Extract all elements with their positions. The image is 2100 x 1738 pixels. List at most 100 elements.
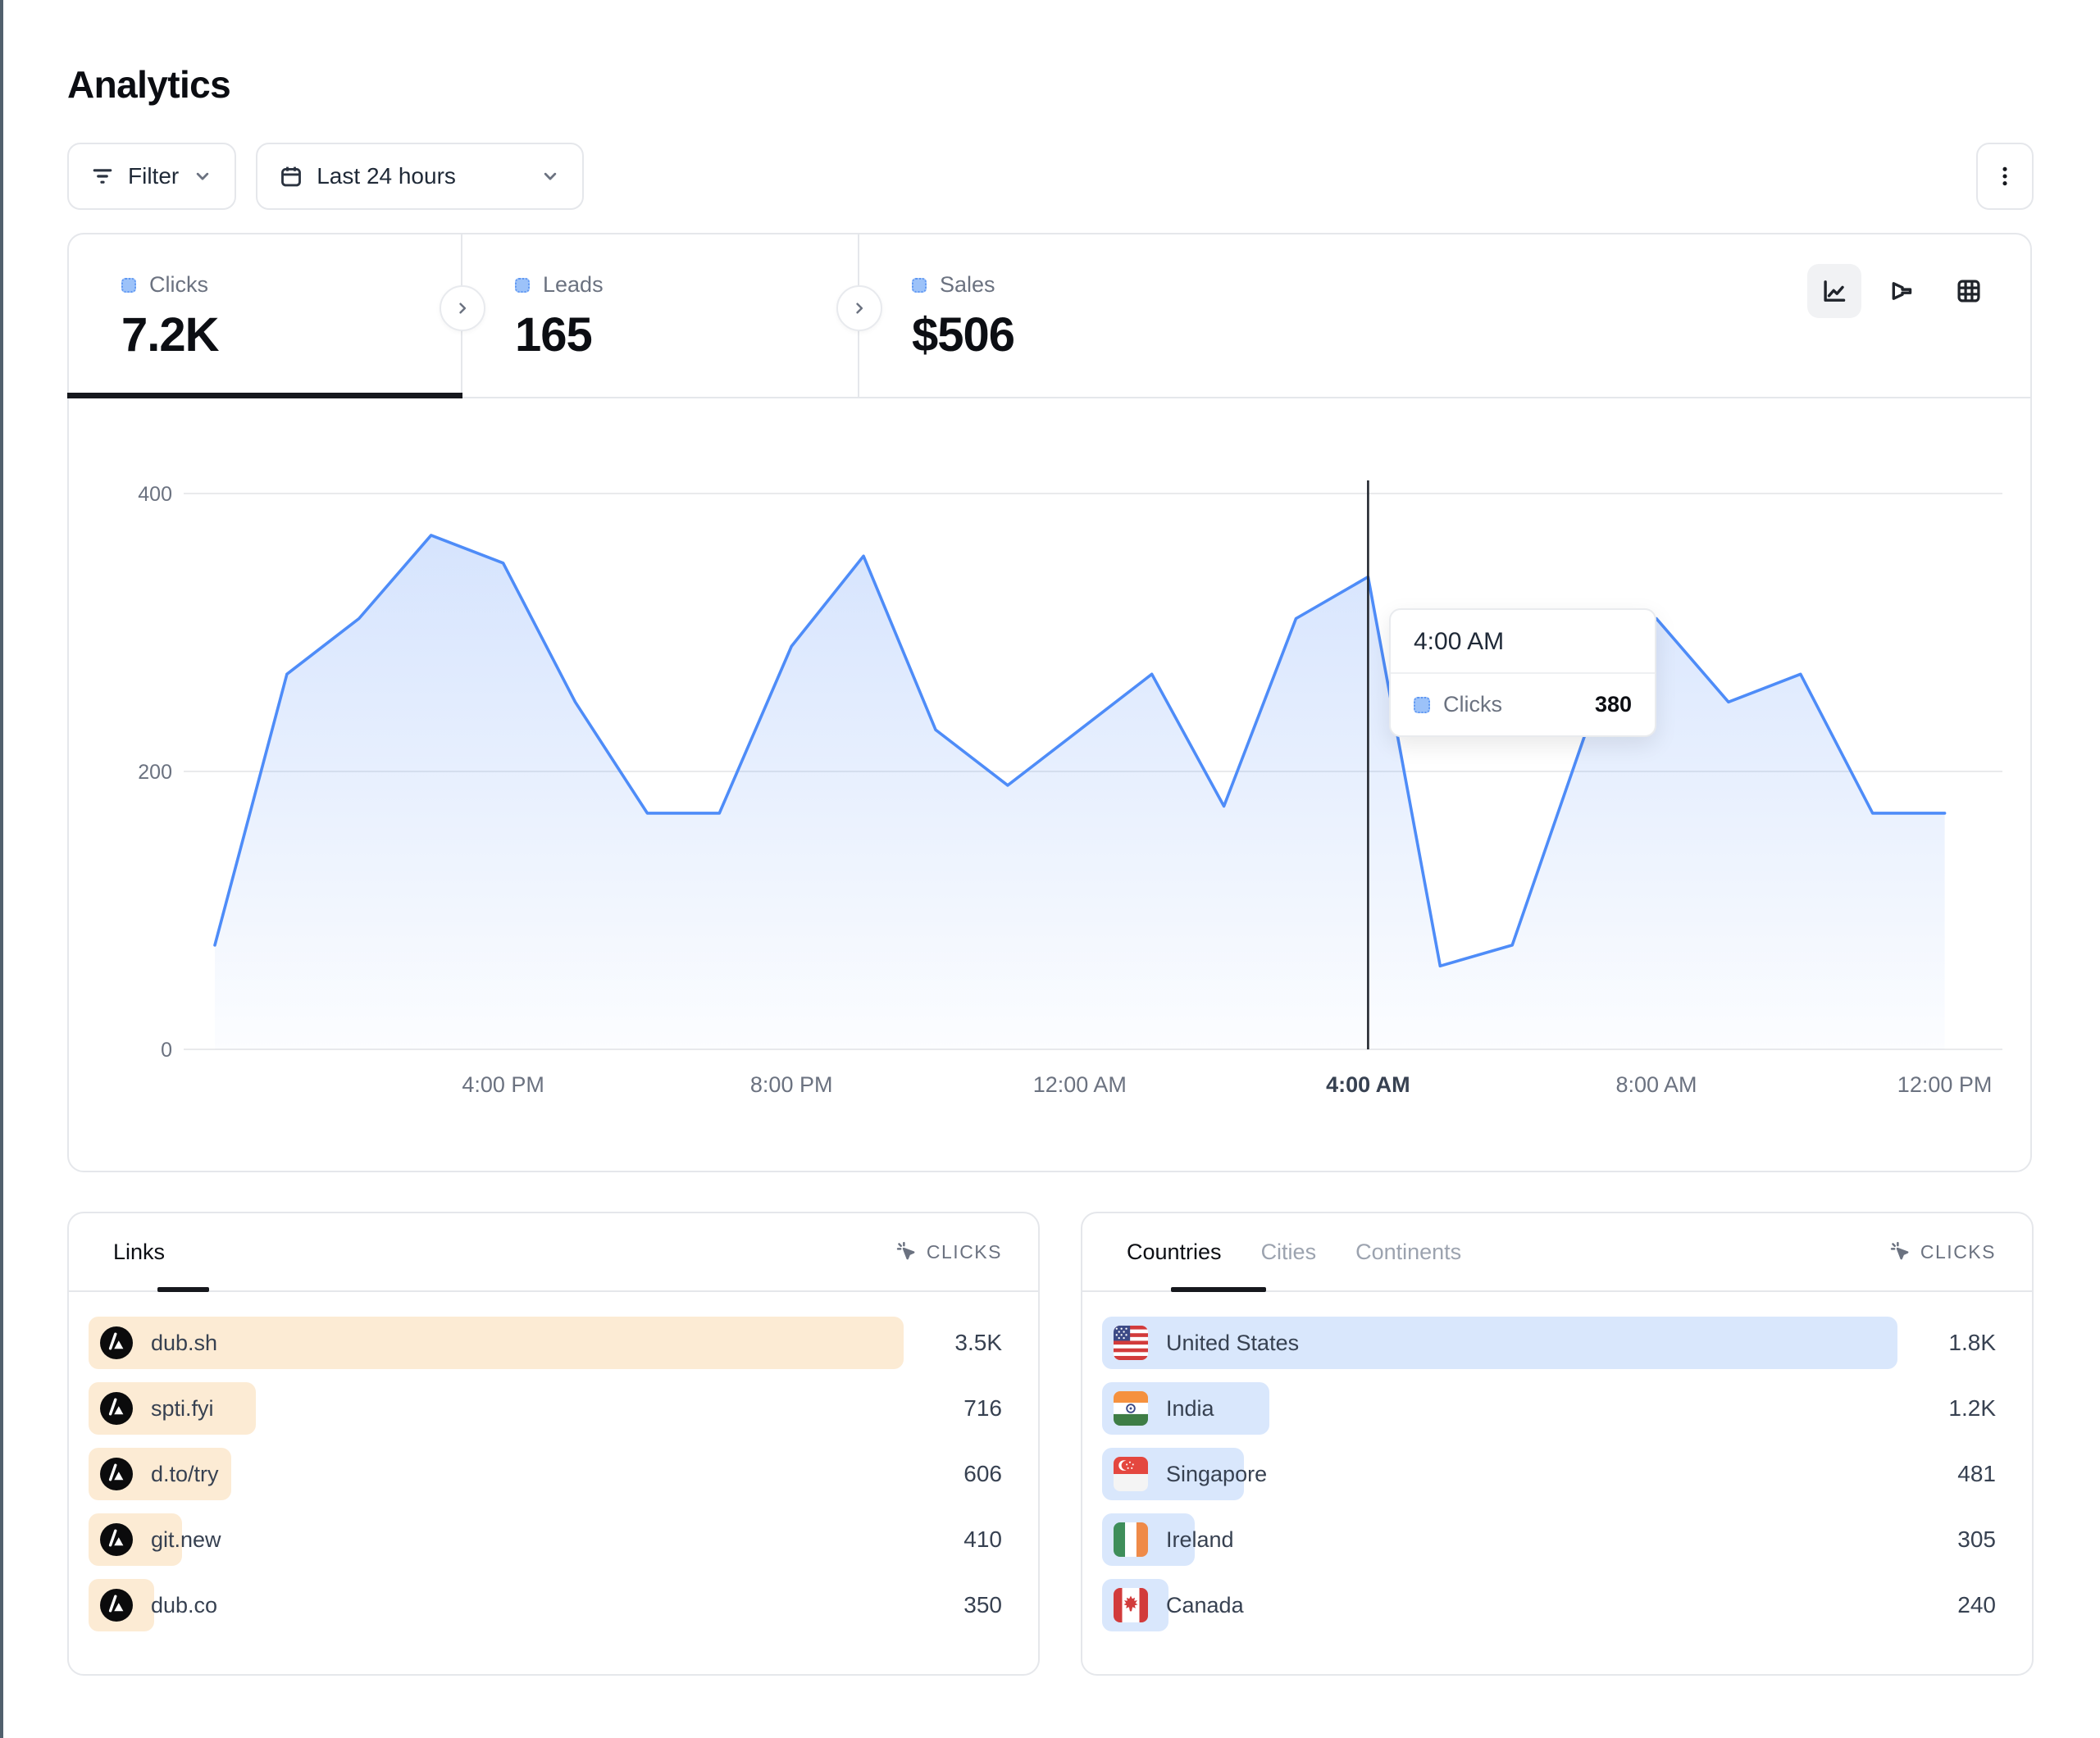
chevron-down-icon [192,166,213,187]
table-row[interactable]: git.new 410 [89,1513,1002,1566]
flag-ca-icon [1114,1588,1148,1622]
row-label: India [1166,1395,1214,1421]
chevron-down-icon [540,166,561,187]
row-bar-track: dub.sh [89,1317,904,1369]
row-bar [1102,1317,1897,1369]
row-value: 606 [963,1461,1002,1486]
dub-logo-icon [100,1326,133,1359]
more-options-button[interactable] [1976,143,2034,210]
row-bar-track: United States [1102,1317,1897,1369]
page-title: Analytics [67,63,231,106]
table-row[interactable]: d.to/try 606 [89,1448,1002,1500]
metric-label: CLICKS [1920,1240,1996,1263]
tooltip-value: 380 [1594,692,1632,717]
tab-links[interactable]: Links [113,1239,166,1264]
filter-button[interactable]: Filter [67,143,237,210]
active-tab-underline [157,1287,209,1292]
chart-tooltip: 4:00 AM Clicks 380 [1389,608,1656,737]
chevron-right-icon [850,299,868,317]
dub-logo-icon [100,1392,133,1425]
analytics-card: Clicks 7.2K Leads 165 Sales $506 [67,233,2032,1172]
links-metric-selector[interactable]: CLICKS [895,1240,1002,1263]
date-range-button[interactable]: Last 24 hours [256,143,585,210]
chart-view-toggle-group [1807,264,1996,318]
x-axis-tick: 4:00 AM [1326,1072,1410,1097]
cursor-click-icon [1889,1240,1912,1263]
table-view-button[interactable] [1942,264,1996,318]
stat-label: Sales [940,272,995,297]
flag-ie-icon [1114,1522,1148,1557]
tab-cities[interactable]: Cities [1260,1239,1317,1264]
funnel-icon [1888,277,1916,305]
line-chart-view-button[interactable] [1807,264,1861,318]
cursor-click-icon [895,1240,918,1263]
dub-logo-icon [100,1589,133,1622]
row-value: 3.5K [954,1330,1002,1355]
row-label: git.new [151,1526,221,1552]
row-bar-track: d.to/try [89,1448,904,1500]
table-row[interactable]: spti.fyi 716 [89,1382,1002,1435]
countries-panel: Countries Cities Continents CLICKS United … [1081,1212,2034,1676]
countries-panel-header: Countries Cities Continents CLICKS [1082,1213,2032,1292]
tooltip-time: 4:00 AM [1391,610,1655,674]
row-label: dub.sh [151,1330,218,1355]
stat-value: 165 [515,308,593,362]
stats-row: Clicks 7.2K Leads 165 Sales $506 [67,234,2030,398]
row-label: Singapore [1166,1461,1268,1486]
row-label: United States [1166,1330,1300,1355]
row-bar-track: Singapore [1102,1448,1897,1500]
stat-label: Clicks [149,272,208,297]
expand-leads-button[interactable] [440,285,485,331]
tab-continents[interactable]: Continents [1355,1239,1462,1264]
countries-metric-selector[interactable]: CLICKS [1889,1240,1996,1263]
flag-in-icon [1114,1391,1148,1426]
flag-us-icon [1114,1326,1148,1360]
row-value: 305 [1957,1526,1996,1552]
funnel-view-button[interactable] [1875,264,1929,318]
filter-button-label: Filter [128,163,180,189]
row-bar-track: git.new [89,1513,904,1566]
table-row[interactable]: Ireland 305 [1102,1513,1996,1566]
table-row[interactable]: United States 1.8K [1102,1317,1996,1369]
clicks-legend-square [1414,696,1430,713]
metric-label: CLICKS [926,1240,1002,1263]
line-chart-icon [1820,277,1848,305]
clicks-area-chart[interactable]: 0 200 400 4:00 PM 8:00 PM 12:00 AM 4:00 AM 8:00… [69,398,2030,1171]
analytics-page: Analytics Filter Last 24 hours Clicks 7.… [67,0,2034,1676]
row-bar-track: spti.fyi [89,1382,904,1435]
x-axis-tick: 8:00 AM [1615,1072,1697,1097]
tab-countries[interactable]: Countries [1127,1239,1222,1264]
expand-sales-button[interactable] [836,285,882,331]
stat-value: 7.2K [121,308,220,362]
stat-tab-sales[interactable]: Sales $506 [859,234,2030,397]
row-label: Ireland [1166,1526,1234,1552]
x-axis-tick: 4:00 PM [462,1072,544,1097]
y-axis-tick: 400 [138,483,172,506]
row-value: 410 [963,1526,1002,1552]
stat-tab-clicks[interactable]: Clicks 7.2K [67,234,462,398]
dub-logo-icon [100,1523,133,1556]
row-label: d.to/try [151,1461,219,1486]
dots-vertical-icon [1993,164,2017,189]
x-axis-tick: 8:00 PM [750,1072,833,1097]
row-label: spti.fyi [151,1395,214,1421]
y-axis-tick: 0 [161,1039,172,1062]
chart-canvas: 0 200 400 4:00 PM 8:00 PM 12:00 AM 4:00 AM 8:00… [138,480,2002,1097]
date-range-label: Last 24 hours [317,163,456,189]
table-row[interactable]: Canada 240 [1102,1579,1996,1631]
clicks-legend-square [121,277,136,293]
active-tab-underline [1171,1287,1266,1292]
chevron-right-icon [453,299,471,317]
row-value: 240 [1957,1592,1996,1617]
table-row[interactable]: Singapore 481 [1102,1448,1996,1500]
table-row[interactable]: dub.sh 3.5K [89,1317,1002,1369]
grid-icon [1955,277,1983,305]
dub-logo-icon [100,1458,133,1490]
row-value: 1.2K [1948,1395,1996,1421]
table-row[interactable]: dub.co 350 [89,1579,1002,1631]
leads-legend-square [515,277,530,293]
stat-tab-leads[interactable]: Leads 165 [462,234,859,397]
row-bar-track: dub.co [89,1579,904,1631]
table-row[interactable]: India 1.2K [1102,1382,1996,1435]
toolbar: Filter Last 24 hours [67,143,2034,210]
